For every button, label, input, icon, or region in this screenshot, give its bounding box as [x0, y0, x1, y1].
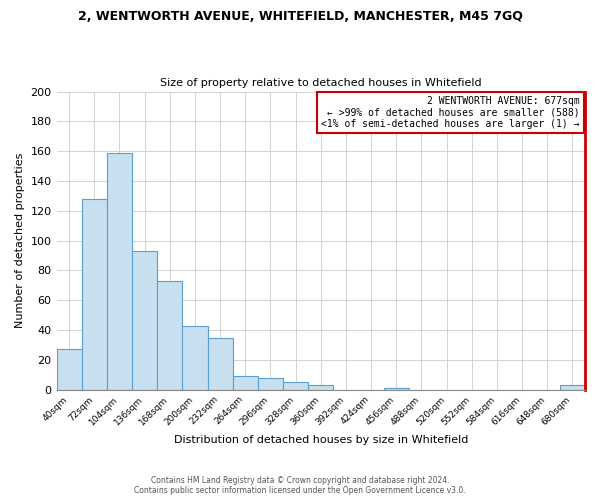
Bar: [560, 385, 585, 390]
Y-axis label: Number of detached properties: Number of detached properties: [15, 153, 25, 328]
Title: Size of property relative to detached houses in Whitefield: Size of property relative to detached ho…: [160, 78, 482, 88]
Bar: [56, 350, 82, 390]
Text: 2 WENTWORTH AVENUE: 677sqm
← >99% of detached houses are smaller (588)
<1% of se: 2 WENTWORTH AVENUE: 677sqm ← >99% of det…: [321, 96, 580, 129]
Bar: [233, 376, 258, 390]
Bar: [107, 152, 132, 390]
Bar: [157, 281, 182, 390]
Text: Contains HM Land Registry data © Crown copyright and database right 2024.
Contai: Contains HM Land Registry data © Crown c…: [134, 476, 466, 495]
Bar: [283, 382, 308, 390]
Bar: [82, 199, 107, 390]
Bar: [208, 338, 233, 390]
X-axis label: Distribution of detached houses by size in Whitefield: Distribution of detached houses by size …: [173, 435, 468, 445]
Bar: [132, 251, 157, 390]
Text: 2, WENTWORTH AVENUE, WHITEFIELD, MANCHESTER, M45 7GQ: 2, WENTWORTH AVENUE, WHITEFIELD, MANCHES…: [77, 10, 523, 23]
Bar: [182, 326, 208, 390]
Bar: [383, 388, 409, 390]
Bar: [258, 378, 283, 390]
Bar: [308, 385, 334, 390]
